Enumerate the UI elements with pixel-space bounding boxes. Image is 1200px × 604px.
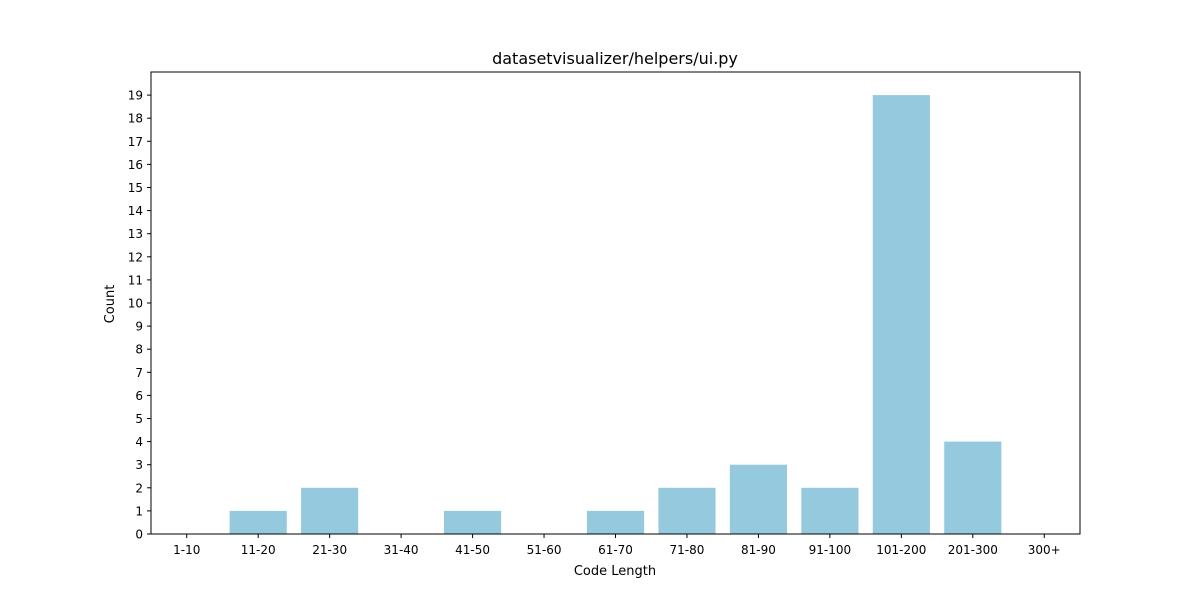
y-tick-label: 10	[128, 297, 143, 311]
x-tick-label: 31-40	[384, 543, 419, 557]
y-tick-label: 1	[135, 504, 143, 518]
y-tick-label: 6	[135, 389, 143, 403]
y-tick-label: 18	[128, 112, 143, 126]
x-tick-label: 71-80	[670, 543, 705, 557]
bar-201-300	[944, 441, 1002, 534]
y-tick-label: 9	[135, 320, 143, 334]
y-tick-label: 13	[128, 227, 143, 241]
x-tick-label: 51-60	[527, 543, 562, 557]
x-tick-label: 21-30	[312, 543, 347, 557]
y-tick-label: 17	[128, 135, 143, 149]
x-tick-label: 11-20	[241, 543, 276, 557]
y-tick-label: 2	[135, 481, 143, 495]
y-tick-label: 11	[128, 273, 143, 287]
y-tick-label: 7	[135, 366, 143, 380]
y-tick-label: 5	[135, 412, 143, 426]
y-tick-label: 3	[135, 458, 143, 472]
x-axis-label: Code Length	[574, 564, 656, 579]
bar-21-30	[301, 487, 359, 534]
x-axis-ticks: 1-10 11-20 21-30 31-40 41-50 51-60 61-70 71-80 8…	[173, 534, 1061, 557]
x-tick-label: 201-300	[948, 543, 998, 557]
bars-group	[229, 95, 1002, 534]
x-tick-label: 81-90	[741, 543, 776, 557]
y-tick-label: 12	[128, 250, 143, 264]
bar-81-90	[729, 464, 788, 534]
bar-91-100	[801, 487, 859, 534]
y-tick-label: 4	[135, 435, 143, 449]
bar-41-50	[443, 510, 502, 534]
x-tick-label: 101-200	[876, 543, 926, 557]
bar-61-70	[586, 510, 645, 534]
y-axis-label: Count	[103, 285, 118, 324]
bar-101-200	[872, 95, 930, 534]
bar-71-80	[658, 487, 716, 534]
x-tick-label: 91-100	[809, 543, 852, 557]
y-tick-label: 16	[128, 158, 143, 172]
y-tick-label: 8	[135, 343, 143, 357]
y-tick-label: 19	[128, 89, 143, 103]
y-tick-label: 14	[128, 204, 143, 218]
y-tick-label: 0	[135, 528, 143, 542]
x-tick-label: 41-50	[455, 543, 490, 557]
x-tick-label: 1-10	[173, 543, 200, 557]
plot-frame	[150, 71, 1081, 535]
x-tick-label: 300+	[1028, 543, 1061, 557]
y-tick-label: 15	[128, 181, 143, 195]
x-tick-label: 61-70	[598, 543, 633, 557]
chart-title: datasetvisualizer/helpers/ui.py	[492, 49, 738, 68]
bar-11-20	[229, 510, 287, 534]
